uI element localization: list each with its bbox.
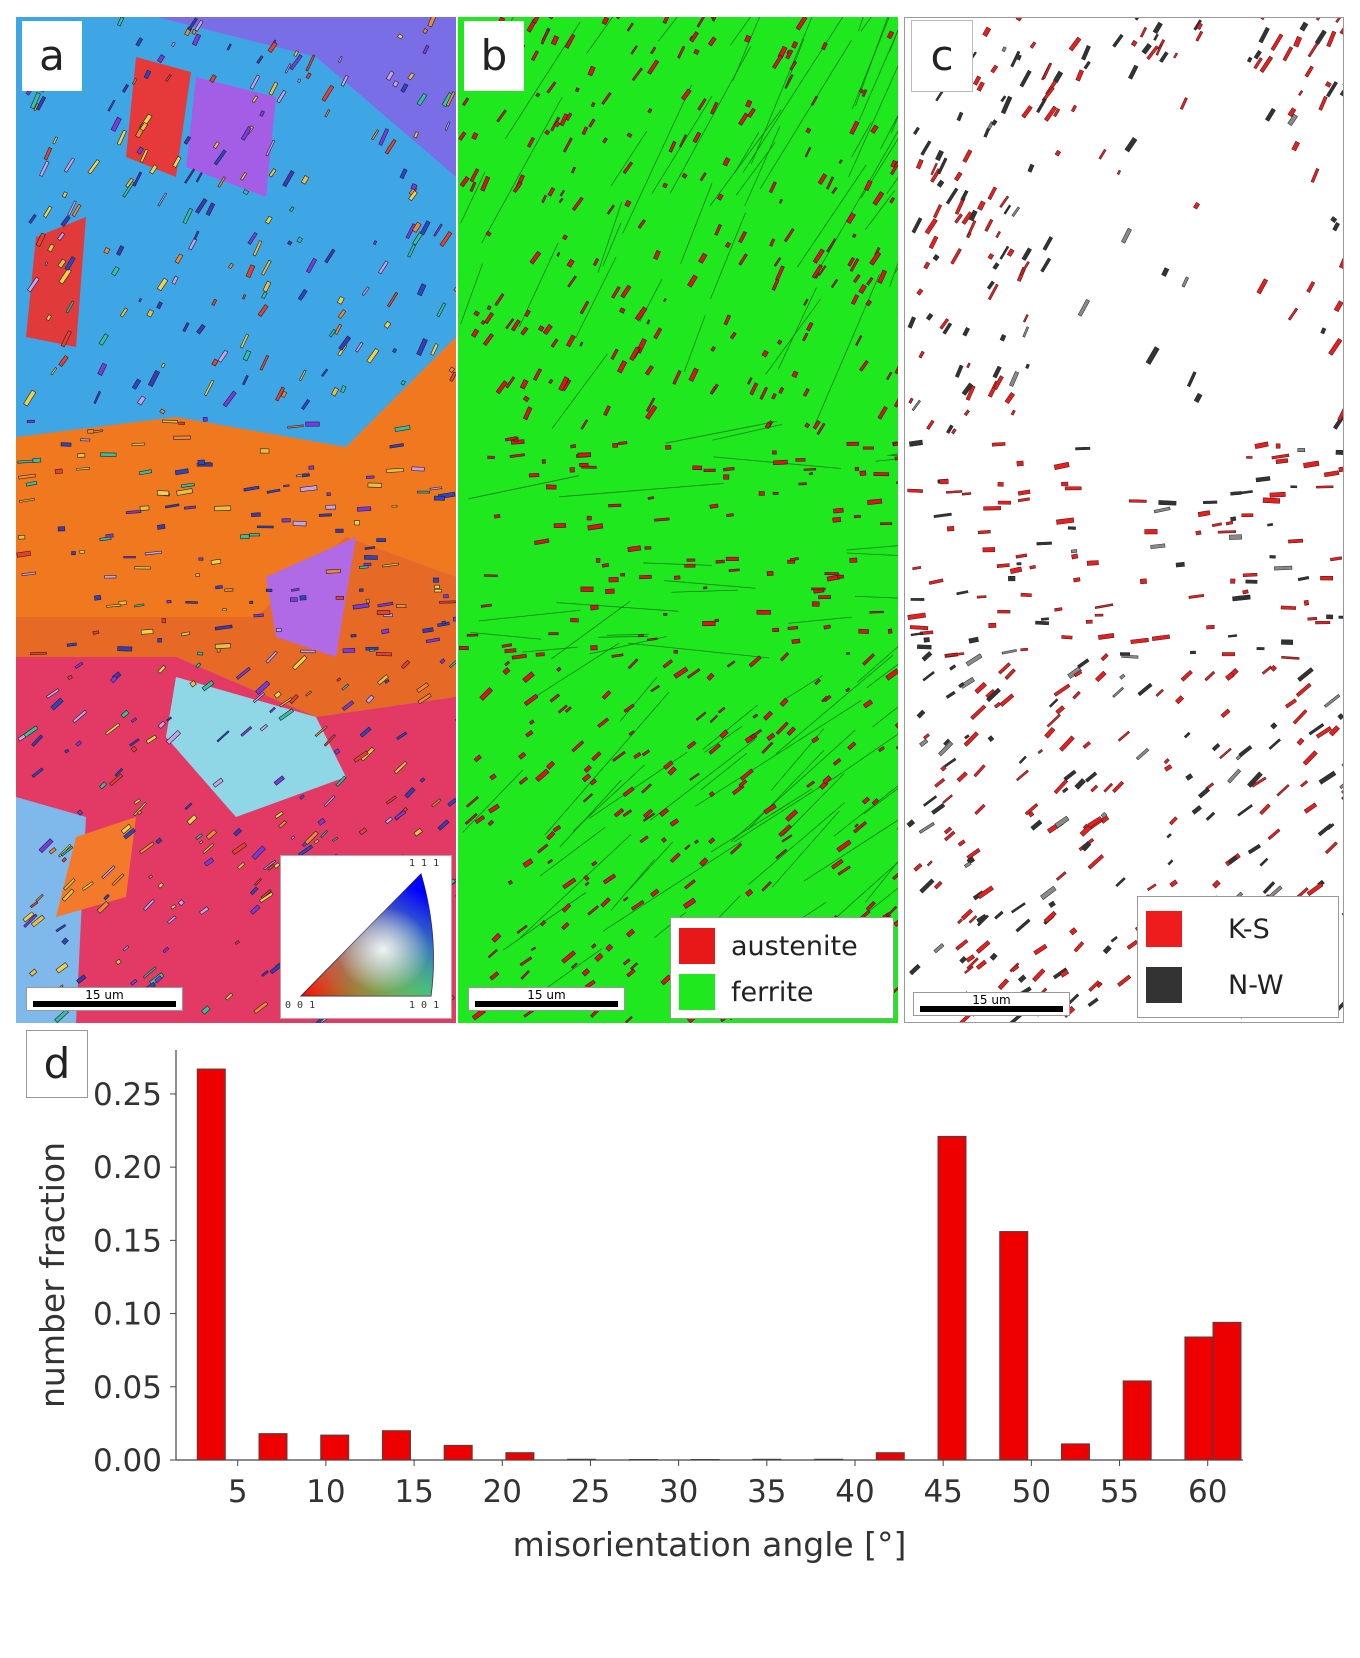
y-axis-label: number fraction [33, 1142, 72, 1408]
bar [690, 1459, 720, 1461]
y-tick-label: 0.15 [93, 1223, 162, 1259]
legend-label: N-W [1228, 969, 1284, 1001]
phase-legend: austenite ferrite [670, 917, 894, 1019]
scale-bar-b: 15 um [468, 987, 625, 1011]
misorientation-chart: 0.00 0.05 0.10 0.15 0.20 0.25 5 10 15 20 25 30 35 40 4… [33, 1050, 1243, 1564]
legend-item-nw: N-W [1146, 965, 1284, 1005]
legend-item-ferrite: ferrite [679, 972, 814, 1012]
ipf-label-111: 1 1 1 [409, 858, 440, 869]
x-tick-label: 15 [394, 1474, 433, 1510]
bar [937, 1135, 967, 1461]
panel-b-phase-map: b austenite ferrite 15 um [458, 17, 898, 1023]
x-tick-label: 40 [835, 1474, 874, 1510]
or-legend: K-S N-W [1137, 896, 1339, 1018]
panel-label-a: a [22, 21, 82, 91]
x-tick-label: 30 [659, 1474, 698, 1510]
panel-c-orientation-relationship-map: c K-S N-W 15 um [904, 17, 1344, 1023]
bar [505, 1452, 535, 1461]
bar [196, 1068, 226, 1461]
legend-label: K-S [1228, 913, 1270, 945]
panel-label-b: b [464, 21, 524, 91]
y-tick-label: 0.00 [93, 1443, 162, 1479]
ipf-label-101: 1 0 1 [409, 1000, 440, 1011]
x-tick-label: 55 [1100, 1474, 1139, 1510]
scale-bar-label: 15 um [972, 993, 1011, 1007]
x-tick-label: 35 [747, 1474, 786, 1510]
scale-bar-label: 15 um [85, 988, 124, 1002]
scale-bar-line [920, 1006, 1063, 1012]
x-tick-label: 45 [923, 1474, 962, 1510]
x-tick-label: 20 [483, 1474, 522, 1510]
x-tick-label: 50 [1012, 1474, 1051, 1510]
legend-label: austenite [731, 930, 858, 962]
panel-a-ipf-map: a 1 1 1 0 0 1 1 0 1 15 um [16, 17, 456, 1023]
ipf-triangle-icon [299, 873, 434, 997]
legend-swatch [1146, 967, 1182, 1003]
legend-label: ferrite [731, 976, 814, 1008]
legend-item-austenite: austenite [679, 926, 858, 966]
panel-d-histogram: 0.00 0.05 0.10 0.15 0.20 0.25 5 10 15 20 25 30 35 40 4… [18, 1030, 1348, 1650]
panel-label-c: c [911, 20, 973, 92]
bar [1060, 1443, 1090, 1461]
x-axis-label: misorientation angle [°] [513, 1525, 907, 1564]
y-tick-label: 0.20 [93, 1150, 162, 1186]
bar [1184, 1336, 1214, 1461]
x-tick-label: 5 [228, 1474, 248, 1510]
phase-map-image [458, 17, 898, 1023]
x-tick-label: 10 [306, 1474, 345, 1510]
bar [814, 1458, 844, 1461]
scale-bar-line [33, 1001, 176, 1007]
bar [443, 1444, 473, 1461]
y-tick-label: 0.10 [93, 1297, 162, 1333]
legend-item-ks: K-S [1146, 909, 1270, 949]
bar [999, 1231, 1029, 1461]
bar [567, 1458, 597, 1461]
bar [320, 1434, 350, 1461]
x-tick-label: 25 [571, 1474, 610, 1510]
orientation-relationship-image [906, 18, 1343, 1022]
y-tick-label: 0.25 [93, 1077, 162, 1113]
ipf-label-001: 0 0 1 [285, 1000, 316, 1011]
legend-swatch [679, 974, 715, 1010]
bar [1212, 1321, 1242, 1461]
bar [875, 1452, 905, 1461]
scale-bar-c: 15 um [913, 992, 1070, 1016]
legend-swatch [1146, 911, 1182, 947]
bar [1122, 1380, 1152, 1461]
legend-swatch [679, 928, 715, 964]
bar [752, 1458, 782, 1461]
bar [628, 1459, 658, 1461]
x-tick-label: 60 [1188, 1474, 1227, 1510]
scale-bar-a: 15 um [26, 987, 183, 1011]
ipf-color-key: 1 1 1 0 0 1 1 0 1 [280, 855, 452, 1019]
scale-bar-label: 15 um [527, 988, 566, 1002]
y-tick-label: 0.05 [93, 1370, 162, 1406]
bar [258, 1433, 288, 1461]
bar [381, 1430, 411, 1461]
scale-bar-line [475, 1001, 618, 1007]
panel-label-d: d [26, 1030, 88, 1098]
